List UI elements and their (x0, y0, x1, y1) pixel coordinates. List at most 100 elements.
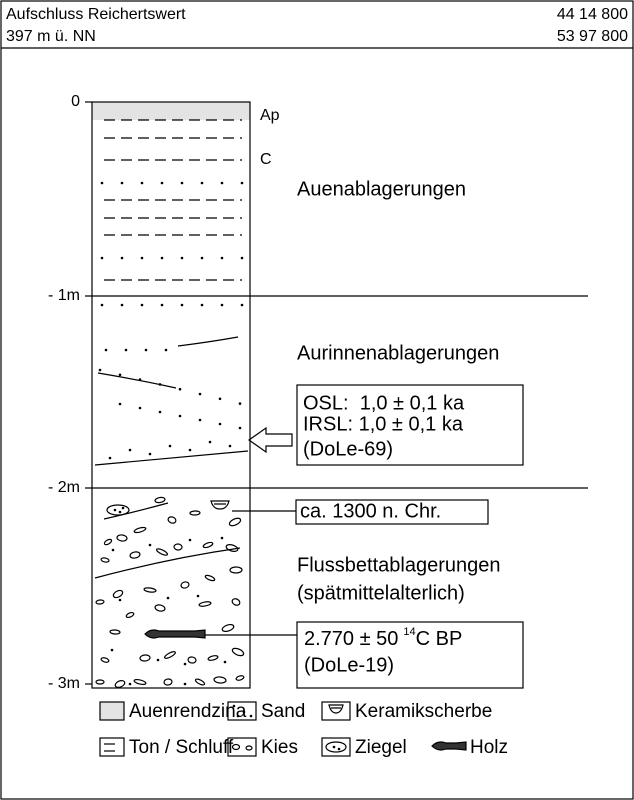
sand-dot (139, 378, 142, 381)
northing: 53 97 800 (557, 28, 628, 45)
gravel (134, 679, 147, 686)
sand-dot (101, 257, 104, 260)
sand-dot (338, 748, 341, 751)
sand-dot (189, 539, 192, 542)
dating-text: OSL: 1,0 ± 0,1 ka (303, 392, 465, 414)
gravel (203, 541, 214, 548)
sand-dot (239, 402, 242, 405)
gravel (221, 623, 234, 633)
sand-dot (241, 304, 244, 307)
sand-dot (129, 449, 132, 452)
sand-dot (181, 182, 184, 185)
gravel (96, 680, 104, 684)
sand-dot (209, 441, 212, 444)
gravel (188, 656, 197, 663)
sand-dot (250, 715, 253, 718)
gravel (104, 538, 113, 545)
legend-label: Sand (261, 701, 305, 722)
bedding-line (95, 548, 240, 578)
sand-dot (122, 507, 125, 510)
legend-label: Kies (261, 737, 298, 758)
dating-text: (DoLe-19) (304, 654, 394, 676)
sand-dot (145, 349, 148, 352)
gravel (144, 587, 156, 593)
bedding-line (178, 337, 238, 346)
sand-dot (159, 383, 162, 386)
unit-label: Aurinnenablagerungen (297, 342, 499, 364)
gravel (231, 598, 241, 607)
gravel (112, 589, 124, 599)
sand-dot (121, 182, 124, 185)
gravel (126, 612, 135, 619)
sand-dot (119, 403, 122, 406)
sand-dot (199, 393, 202, 396)
sand-dot (184, 663, 187, 666)
sand-dot (179, 388, 182, 391)
gravel (101, 657, 110, 663)
sand-dot (159, 411, 162, 414)
dating-unit: C BP (416, 628, 463, 650)
sand-dot (99, 369, 102, 372)
wood (145, 630, 205, 638)
sand-dot (219, 398, 222, 401)
layer-label: Ap (260, 107, 280, 124)
legend-label: Ziegel (355, 737, 407, 758)
sand-dot (167, 597, 170, 600)
gravel (154, 604, 165, 612)
easting: 44 14 800 (557, 6, 628, 23)
bedding-line (98, 373, 176, 388)
gravel (246, 746, 252, 750)
gravel (208, 655, 219, 661)
sand-dot (112, 549, 115, 552)
gravel (174, 544, 182, 550)
gravel (236, 675, 245, 681)
gravel (214, 676, 226, 683)
gravel (156, 548, 169, 557)
sand-dot (105, 349, 108, 352)
depth-label: - 3m (48, 675, 80, 692)
brick (326, 742, 346, 752)
gravel (134, 526, 147, 533)
dating-text: IRSL: 1,0 ± 0,1 ka (303, 413, 464, 435)
unit-label: Auenablagerungen (297, 178, 466, 200)
sand-dot (101, 182, 104, 185)
gravel (167, 516, 177, 524)
depth-label: 0 (71, 93, 80, 110)
sand-dot (119, 374, 122, 377)
gravel (233, 745, 240, 750)
sand-dot (181, 304, 184, 307)
sand-dot (219, 423, 222, 426)
sand-dot (221, 304, 224, 307)
gravel (228, 517, 241, 528)
sand-dot (121, 257, 124, 260)
sand-dot (149, 544, 152, 547)
sand-dot (161, 257, 164, 260)
ceramic (211, 501, 229, 509)
gravel (231, 647, 244, 657)
sand-dot (241, 257, 244, 260)
gravel (130, 551, 141, 559)
sand-dot (111, 649, 114, 652)
sand-dot (201, 182, 204, 185)
sand-dot (139, 407, 142, 410)
sand-dot (224, 661, 227, 664)
gravel (199, 601, 212, 607)
legend-label: Ton / Schluff (129, 737, 234, 758)
sand-dot (184, 683, 187, 686)
gravel (155, 497, 166, 504)
gravel (101, 557, 110, 563)
sand-dot (221, 182, 224, 185)
sand-dot (141, 182, 144, 185)
sand-dot (199, 419, 202, 422)
gravel (117, 534, 128, 541)
wood (432, 742, 466, 750)
dating-isotope: 14 (403, 626, 415, 638)
sand-dot (189, 449, 192, 452)
gravel (180, 581, 189, 589)
dating-text: ca. 1300 n. Chr. (300, 500, 441, 522)
gravel (205, 574, 216, 581)
gravel (110, 630, 120, 635)
sand-dot (141, 304, 144, 307)
unit-label: Flussbettablagerungen (297, 554, 500, 576)
bedding-line (95, 451, 248, 465)
